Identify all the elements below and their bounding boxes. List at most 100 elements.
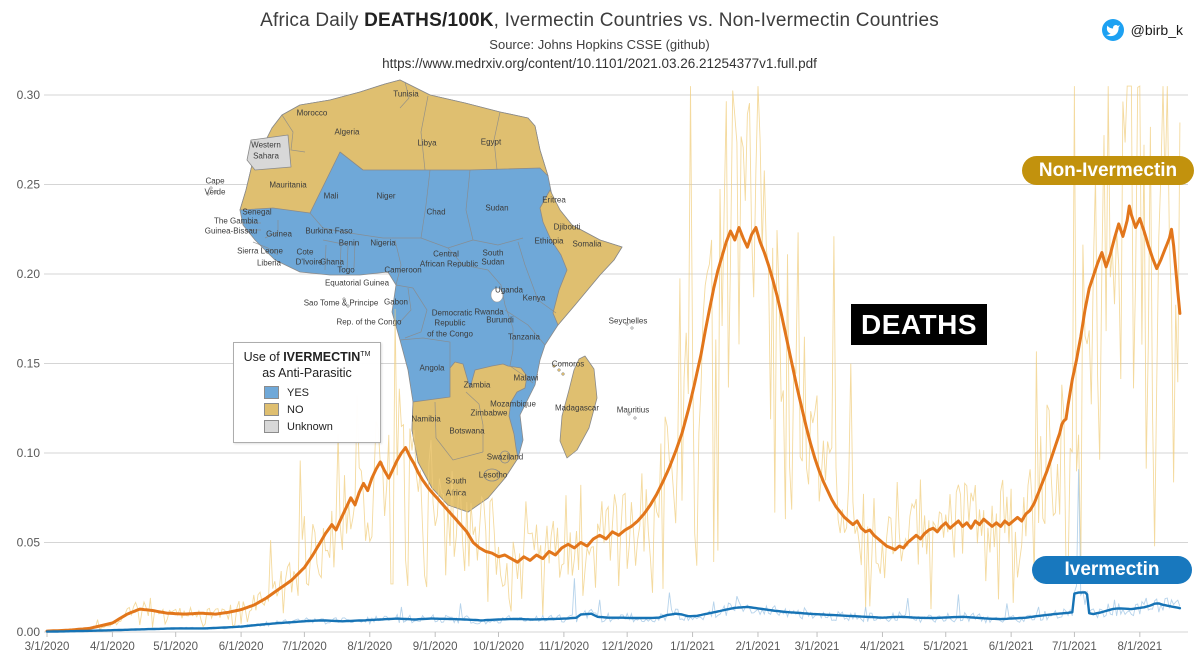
map-country-label: Sudan bbox=[481, 258, 504, 267]
map-country-labels: Tunisia Morocco Algeria Libya Egypt Western Sa… bbox=[205, 90, 650, 498]
legend-item-label: Unknown bbox=[287, 420, 333, 433]
legend-title-tm: TM bbox=[360, 350, 371, 358]
map-island-dot bbox=[209, 186, 213, 190]
map-legend: Use of IVERMECTINTM as Anti-Parasitic YE… bbox=[233, 342, 381, 443]
map-country-label: Namibia bbox=[411, 415, 441, 424]
map-border-line bbox=[524, 264, 557, 314]
map-country-label: Republic bbox=[434, 319, 465, 328]
twitter-handle: @birb_k bbox=[1130, 22, 1183, 38]
legend-item-label: YES bbox=[287, 386, 310, 399]
x-tick-label: 6/1/2020 bbox=[219, 641, 264, 653]
map-border-line bbox=[252, 241, 279, 256]
map-country-label: Algeria bbox=[335, 128, 360, 137]
map-border-line bbox=[465, 391, 484, 452]
map-country-label: Botswana bbox=[449, 427, 485, 436]
map-country-label: Zimbabwe bbox=[471, 409, 508, 418]
map-border-line bbox=[465, 169, 474, 241]
x-tick-label: 4/1/2021 bbox=[860, 641, 905, 653]
smoothed-series-layer bbox=[45, 204, 1182, 633]
map-country-label: Verde bbox=[205, 188, 226, 197]
map-border-line bbox=[339, 245, 342, 272]
map-country-label: Sao Tome & Principe bbox=[304, 299, 379, 308]
map-border-line bbox=[517, 241, 526, 266]
map-country-label: Ethiopia bbox=[535, 237, 564, 246]
x-axis-labels: 3/1/2020 4/1/2020 5/1/2020 6/1/2020 7/1/2020… bbox=[25, 641, 1163, 653]
map-border-line bbox=[395, 284, 414, 289]
map-country-label: Cote bbox=[297, 248, 314, 257]
map-border-line bbox=[281, 114, 306, 153]
chart-subtitle: Source: Johns Hopkins CSSE (github) bbox=[489, 37, 710, 52]
map-country-label: Sierra Leone bbox=[237, 247, 283, 256]
map-country-label: Egypt bbox=[481, 138, 502, 147]
map-country-label: Nigeria bbox=[370, 239, 396, 248]
y-tick-label: 0.25 bbox=[17, 178, 41, 192]
map-island-dot bbox=[346, 304, 350, 308]
source-link: https://www.medrxiv.org/content/10.1101/… bbox=[382, 56, 817, 71]
non-ivermectin-line bbox=[45, 204, 1182, 633]
map-legend-item: Unknown bbox=[264, 420, 380, 434]
x-tick-label: 7/1/2020 bbox=[282, 641, 327, 653]
map-country-label: Guinea-Bissau bbox=[205, 227, 257, 236]
y-tick-label: 0.20 bbox=[17, 267, 41, 281]
twitter-icon bbox=[1101, 19, 1124, 41]
y-tick-label: 0.05 bbox=[17, 536, 41, 550]
map-country-label: of the Congo bbox=[427, 330, 473, 339]
title-prefix: Africa Daily bbox=[260, 10, 365, 31]
x-tick-label: 1/1/2021 bbox=[670, 641, 715, 653]
y-tick-label: 0.10 bbox=[17, 446, 41, 460]
map-border-line bbox=[404, 287, 428, 339]
map-border-line bbox=[399, 81, 410, 109]
map-country-label: Somalia bbox=[573, 240, 602, 249]
map-country-label: South bbox=[446, 477, 467, 486]
map-country-label: Benin bbox=[339, 239, 359, 248]
map-country-label: Senegal bbox=[242, 208, 272, 217]
map-legend-item: YES bbox=[264, 386, 380, 400]
map-border-line bbox=[509, 365, 534, 384]
map-country-borders bbox=[243, 81, 557, 461]
map-border-line bbox=[487, 269, 514, 367]
x-tick-label: 6/1/2021 bbox=[989, 641, 1034, 653]
map-country-label: Central bbox=[433, 250, 459, 259]
x-tick-label: 8/1/2021 bbox=[1117, 641, 1162, 653]
map-country-label: Kenya bbox=[523, 294, 546, 303]
map-country-label: Mozambique bbox=[490, 400, 536, 409]
map-border-line bbox=[420, 169, 431, 239]
legend-title-bold: IVERMECTIN bbox=[283, 350, 361, 364]
map-country-label: Burkina Faso bbox=[305, 227, 353, 236]
map-island-dot bbox=[625, 322, 629, 326]
twitter-badge: @birb_k bbox=[1101, 18, 1183, 42]
title-suffix: , Ivermectin Countries vs. Non-Ivermecti… bbox=[493, 10, 939, 31]
map-country-label: Liberia bbox=[257, 259, 282, 268]
map-border-line bbox=[264, 220, 279, 239]
legend-color-chip bbox=[264, 420, 279, 434]
map-region-madagascar-non-ivermectin bbox=[559, 355, 598, 459]
map-legend-item: NO bbox=[264, 403, 380, 417]
map-country-label: Malawi bbox=[514, 374, 539, 383]
map-island-dot bbox=[552, 364, 556, 368]
map-country-label: Swaziland bbox=[487, 453, 523, 462]
map-country-label: Rwanda bbox=[474, 308, 504, 317]
map-country-label: Western bbox=[251, 141, 281, 150]
map-country-label: Mauritius bbox=[617, 406, 649, 415]
map-country-label: Ghana bbox=[320, 258, 345, 267]
map-region-western-sahara-unknown bbox=[246, 134, 292, 171]
x-tick-label: 12/1/2020 bbox=[602, 641, 653, 653]
map-region-swaziland bbox=[499, 450, 511, 464]
map-island-dot bbox=[561, 372, 565, 376]
legend-color-chip bbox=[264, 403, 279, 417]
map-border-line bbox=[493, 111, 501, 171]
map-country-label: Sahara bbox=[253, 152, 279, 161]
map-country-label: Tunisia bbox=[393, 90, 419, 99]
map-country-label: Mauritania bbox=[269, 181, 307, 190]
x-tick-label: 4/1/2020 bbox=[90, 641, 135, 653]
map-island-dot bbox=[557, 368, 561, 372]
map-border-line bbox=[322, 239, 349, 246]
map-island-dot bbox=[206, 192, 210, 196]
map-country-label: Burundi bbox=[486, 316, 514, 325]
legend-item-label: NO bbox=[287, 403, 304, 416]
map-country-label: African Republic bbox=[420, 260, 478, 269]
daily-series-layer bbox=[46, 85, 1181, 633]
map-country-label: Uganda bbox=[495, 286, 524, 295]
